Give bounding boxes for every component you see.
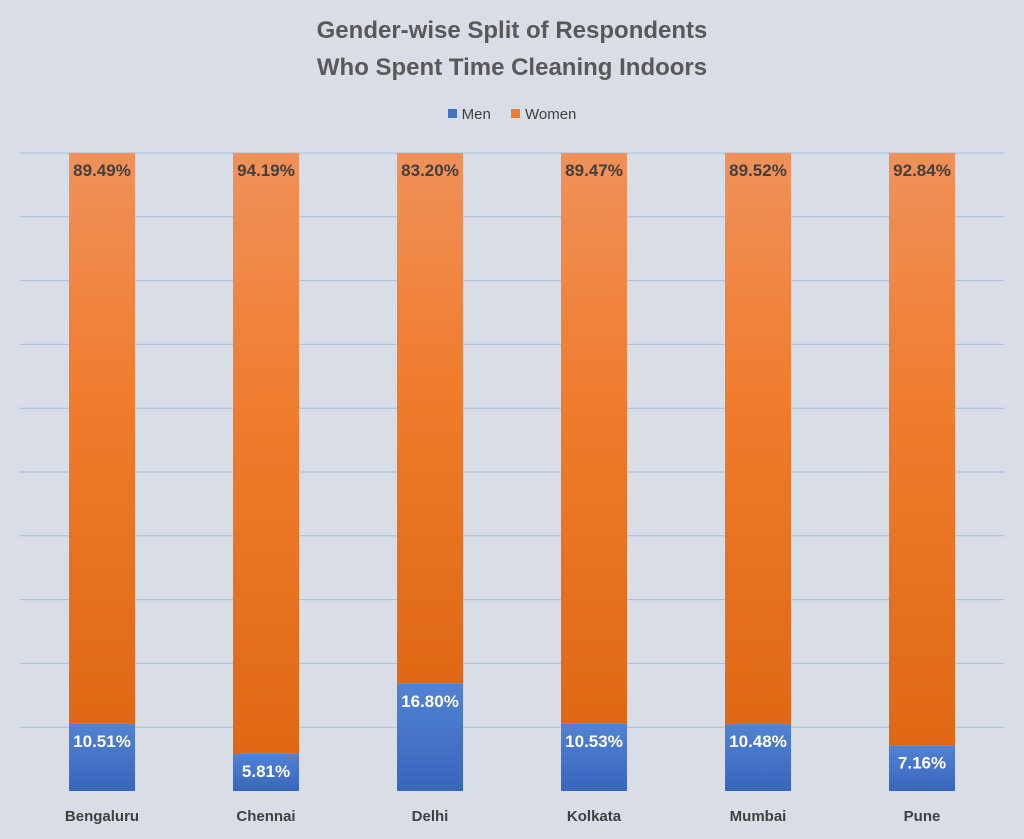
data-label-men: 10.51% [73,732,131,751]
data-labels: 10.51% 89.49% 5.81% 94.19% 16.80% 83.20% 10.53… [73,161,951,781]
bar-women [889,153,955,746]
data-label-men: 5.81% [242,762,290,781]
data-label-women: 89.49% [73,161,131,180]
legend-item-men: Men [447,106,491,123]
bar-women [233,153,299,754]
bar-women [397,153,463,684]
chart-title-line-2: Who Spent Time Cleaning Indoors [316,54,708,81]
x-tick-label: Kolkata [567,808,622,825]
x-tick-label: Mumbai [730,808,787,825]
legend-label-women: Women [524,106,577,123]
legend-swatch-women [510,109,520,118]
data-label-women: 94.19% [237,161,295,180]
data-label-women: 89.52% [729,161,787,180]
x-axis-tick-labels: Bengaluru Chennai Delhi Kolkata Mumbai Pune [65,808,940,825]
bar-men [889,745,955,791]
gridlines [20,152,1004,728]
chart-legend: Men Women [0,106,1024,123]
bar-men [233,753,299,791]
bar-women [69,153,135,724]
legend-label-men: Men [461,106,491,123]
chart-title-line-1: Gender-wise Split of Respondents [316,17,708,44]
legend-item-women: Women [510,106,577,123]
bars [69,153,955,791]
bar-men [561,723,627,791]
x-tick-label: Delhi [412,808,449,825]
data-label-women: 83.20% [401,161,459,180]
data-label-men: 10.53% [565,732,623,751]
data-label-women: 89.47% [565,161,623,180]
x-tick-label: Chennai [236,808,295,825]
bar-men [397,683,463,791]
bar-women [725,153,791,725]
bar-men [69,723,135,791]
bar-men [725,724,791,791]
data-label-men: 7.16% [898,753,946,772]
data-label-men: 10.48% [729,732,787,751]
x-tick-label: Bengaluru [65,808,139,825]
bar-women [561,153,627,724]
data-label-men: 16.80% [401,692,459,711]
x-tick-label: Pune [904,808,941,825]
data-label-women: 92.84% [893,161,951,180]
legend-swatch-men [447,109,457,118]
